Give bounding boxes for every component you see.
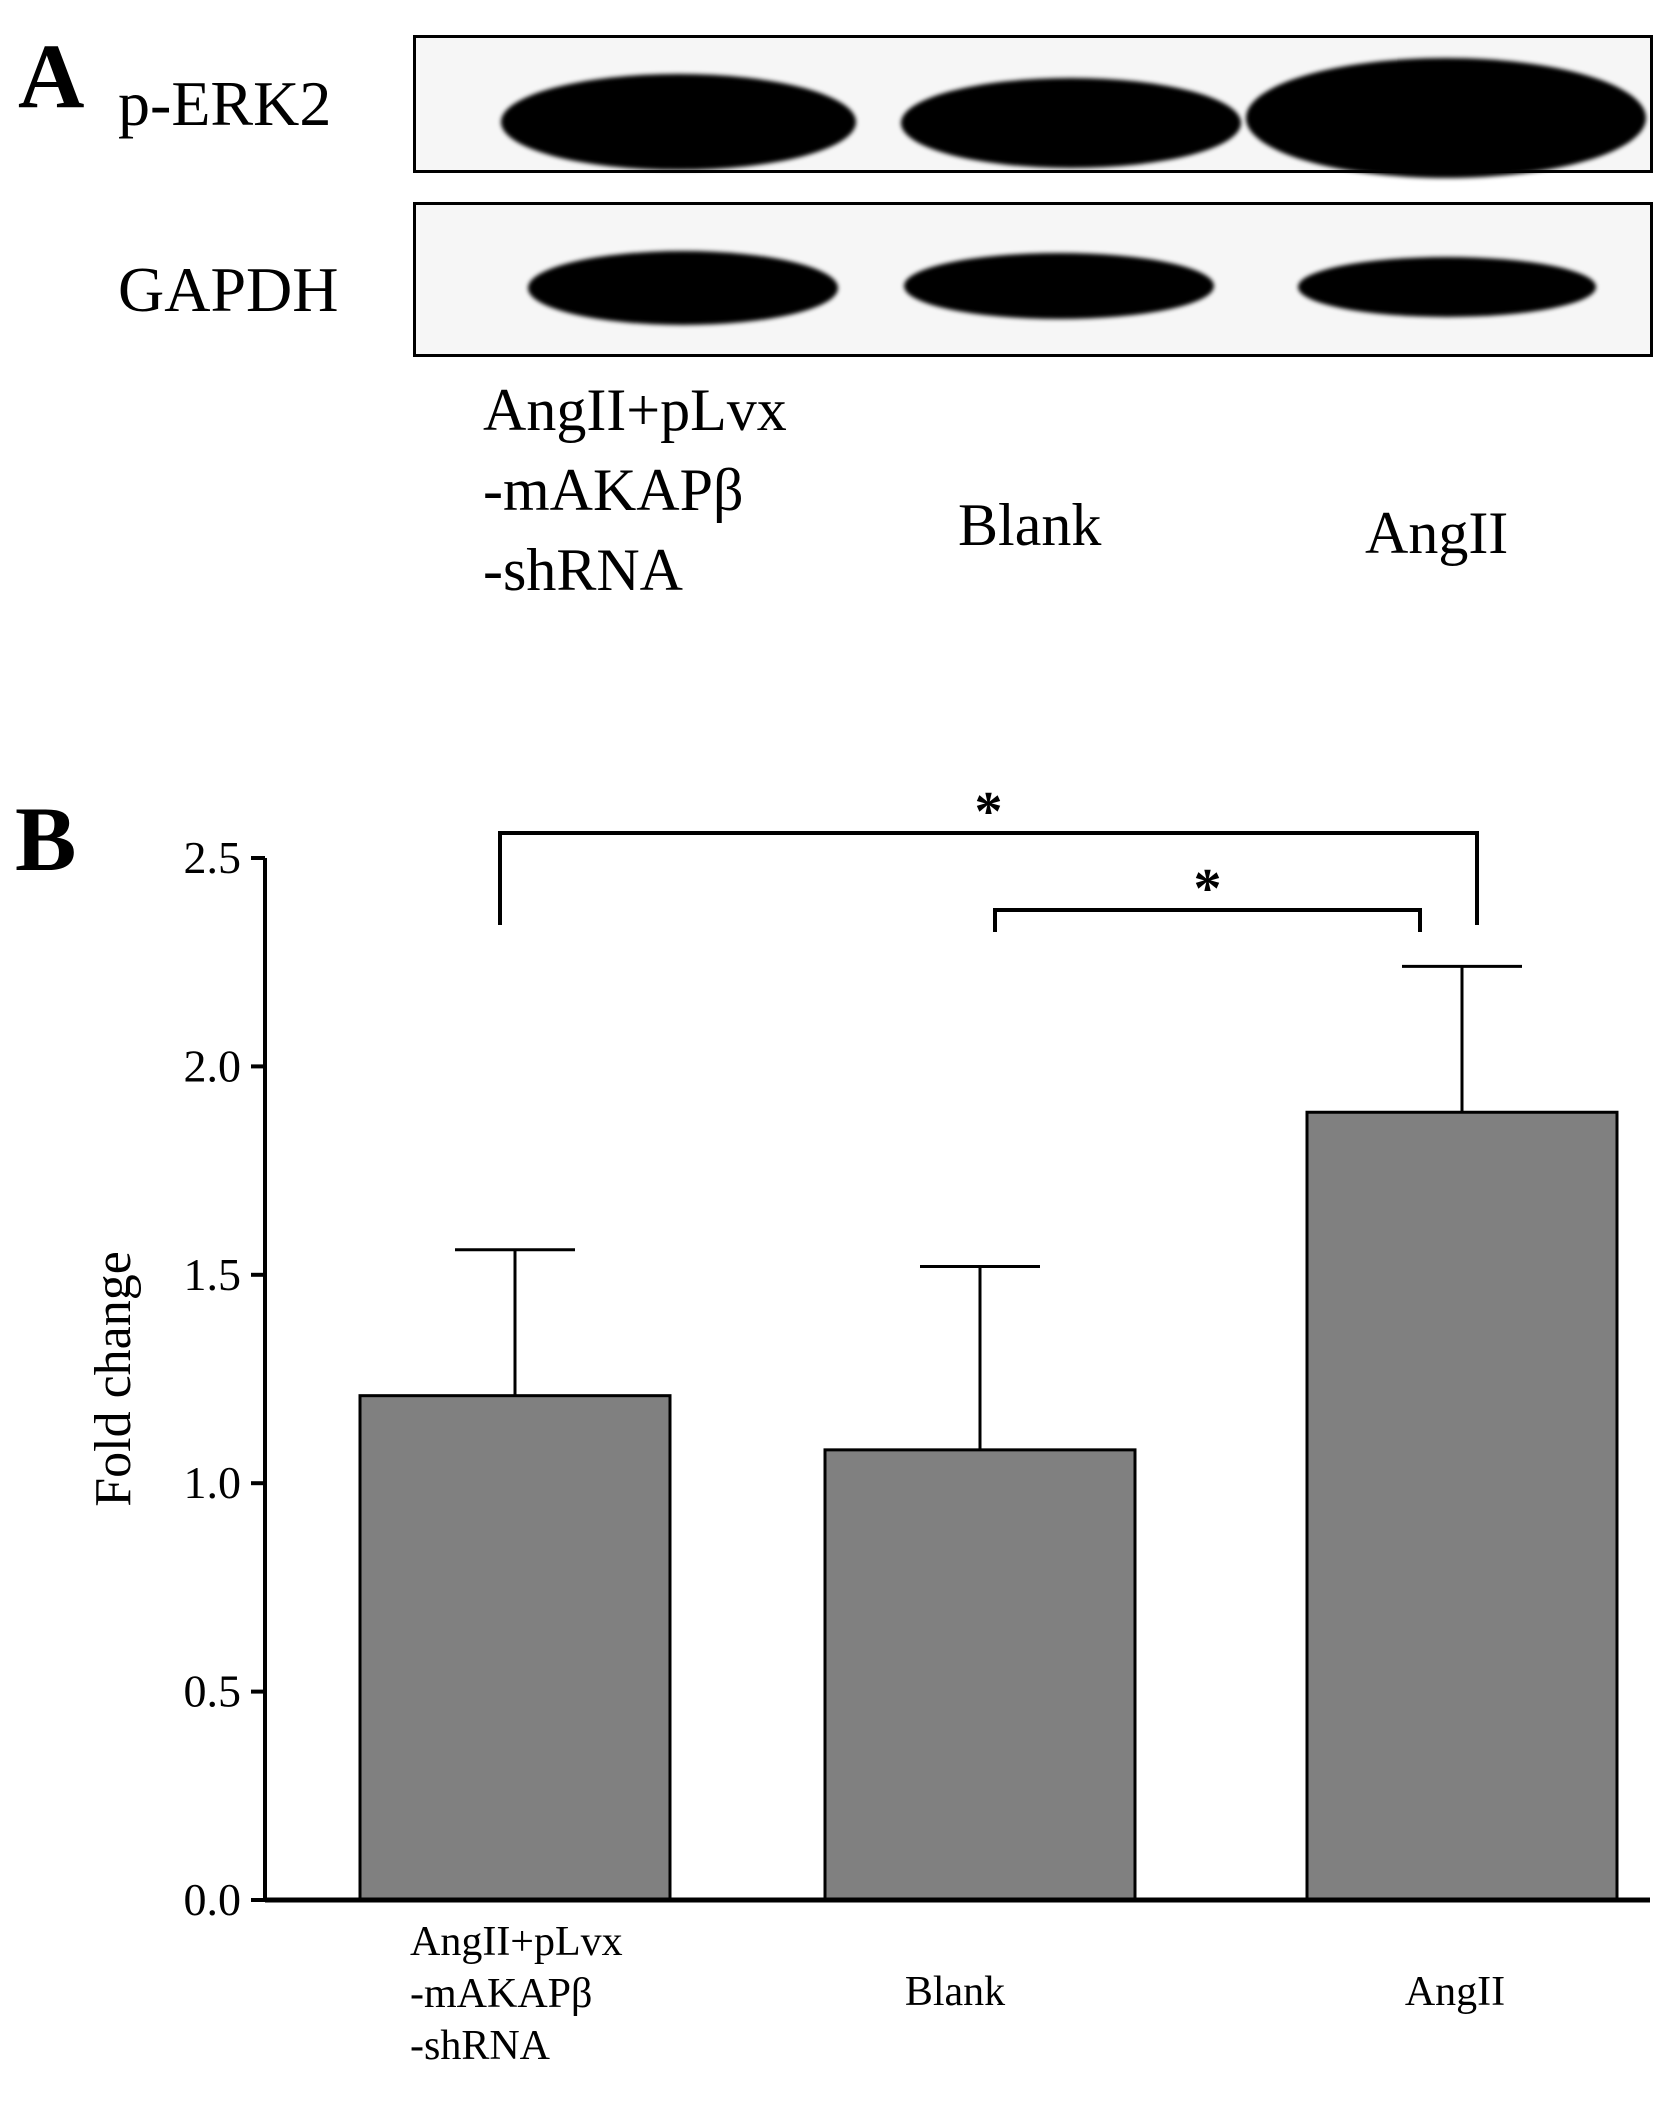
y-axis-title: Fold change: [85, 1251, 142, 1507]
blot-row-label-perk2: p-ERK2: [118, 68, 332, 139]
blot-row-label-gapdh: GAPDH: [118, 254, 339, 325]
y-tick-label: 0.5: [184, 1666, 242, 1717]
blot-band-perk2-lane2: [901, 78, 1241, 168]
x-category-label: AngII: [1405, 1969, 1505, 2015]
significance-bracket: [498, 831, 1479, 925]
y-tick-label: 1.5: [184, 1249, 242, 1300]
panel-a-letter: A: [18, 25, 85, 127]
significance-star: *: [1194, 858, 1222, 920]
bar: [1305, 1110, 1619, 1902]
x-category-label: -shRNA: [410, 2023, 551, 2069]
lane-label-line: Blank: [958, 492, 1102, 558]
panel-b-letter: B: [15, 788, 77, 890]
blot-band-gapdh-lane1: [528, 251, 838, 325]
blot-strip-perk2: [413, 35, 1653, 178]
y-tick-label: 0.0: [184, 1874, 242, 1925]
bar: [358, 1394, 672, 1902]
lane-label-3: AngII: [1365, 493, 1508, 573]
lane-label-line: -shRNA: [483, 537, 684, 603]
significance-bracket: [993, 908, 1422, 932]
lane-label-2: Blank: [958, 485, 1101, 565]
lane-label-line: AngII+pLvx: [483, 377, 787, 443]
lane-label-1: AngII+pLvx -mAKAPβ -shRNA: [483, 370, 787, 610]
lane-label-line: AngII: [1365, 500, 1509, 566]
y-tick-label: 1.0: [184, 1457, 242, 1508]
blot-strip-gapdh: [413, 202, 1653, 357]
blot-band-perk2-lane1: [501, 74, 856, 170]
blot-band-perk2-lane3: [1246, 58, 1646, 178]
x-category-label: -mAKAPβ: [410, 1971, 592, 2017]
significance-star: *: [975, 781, 1003, 843]
x-category-label: AngII+pLvx: [410, 1919, 623, 1965]
lane-label-line: -mAKAPβ: [483, 457, 744, 523]
y-tick-label: 2.5: [184, 832, 242, 883]
blot-band-gapdh-lane3: [1298, 257, 1596, 317]
bar: [823, 1448, 1137, 1902]
y-tick-label: 2.0: [184, 1040, 242, 1091]
x-category-label: Blank: [905, 1969, 1005, 2015]
blot-band-gapdh-lane2: [904, 253, 1214, 319]
